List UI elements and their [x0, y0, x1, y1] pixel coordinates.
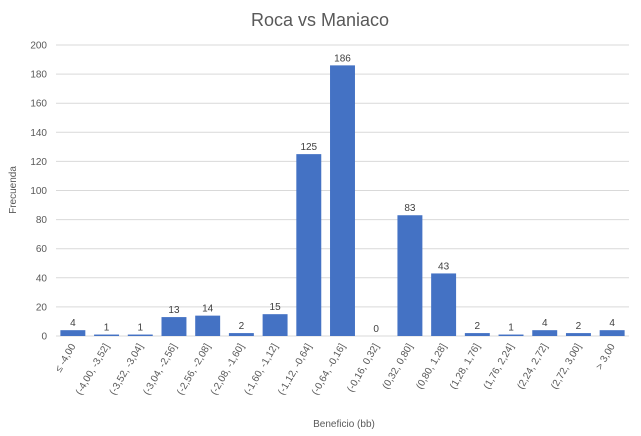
bar-data-label: 43 [438, 261, 450, 272]
bar-data-label: 2 [239, 321, 245, 332]
bar [296, 154, 322, 336]
y-tick-label: 160 [30, 99, 47, 110]
bar [127, 334, 153, 336]
y-tick-label: 20 [36, 302, 48, 313]
bar [532, 330, 558, 336]
y-tick-label: 200 [30, 41, 47, 52]
y-tick-label: 0 [41, 332, 47, 343]
x-category-label: ≤ -4,00 [53, 342, 78, 375]
y-tick-label: 40 [36, 273, 48, 284]
y-axis-title: Frecuenda [8, 166, 19, 214]
bar [565, 333, 591, 336]
bar-data-label: 83 [404, 203, 416, 214]
y-tick-label: 180 [30, 70, 47, 81]
bar-data-label: 14 [202, 304, 214, 315]
x-category-label: (-2,56, -2,08] [175, 342, 213, 397]
bar-data-label: 0 [373, 324, 379, 335]
y-tick-label: 80 [36, 215, 48, 226]
x-category-label: (0,32, 0,80] [381, 342, 416, 392]
bar [498, 334, 524, 336]
y-tick-label: 120 [30, 157, 47, 168]
bar-data-label: 2 [475, 321, 481, 332]
y-tick-label: 140 [30, 128, 47, 139]
x-category-label: (2,24, 2,72] [516, 342, 551, 392]
bar [262, 314, 288, 336]
x-axis-title: Beneficio (bb) [313, 419, 375, 430]
x-category-label: (2,72, 3,00] [549, 342, 584, 392]
x-category-label: (-3,52, -3,04] [108, 342, 146, 397]
bar [195, 315, 221, 336]
bar [464, 333, 490, 336]
bar [161, 317, 187, 336]
y-tick-label: 60 [36, 244, 48, 255]
bar-data-label: 1 [137, 323, 143, 334]
bar-data-label: 4 [609, 318, 615, 329]
bar-data-label: 1 [508, 323, 514, 334]
x-category-label: (-3,04, -2,56] [141, 342, 179, 397]
bar [599, 330, 625, 336]
bar [94, 334, 120, 336]
x-category-label: (-0,16, 0,32] [345, 342, 382, 394]
x-category-label: (-0,64, -0,16] [310, 342, 348, 397]
bars [60, 65, 625, 337]
x-category-label: (-1,60, -1,12] [243, 342, 281, 397]
bar-data-label: 4 [542, 318, 548, 329]
y-tick-label: 100 [30, 186, 47, 197]
bar [431, 273, 457, 336]
x-category-label: (-4,00, -3,52] [74, 342, 112, 397]
x-category-label: (1,28, 1,76] [448, 342, 483, 392]
x-axis-category-labels: ≤ -4,00(-4,00, -3,52](-3,52, -3,04](-3,0… [53, 342, 618, 397]
bar-data-label: 15 [270, 302, 282, 313]
bar-data-label: 4 [70, 318, 76, 329]
bar [60, 330, 86, 336]
chart-title: Roca vs Maniaco [251, 10, 389, 30]
bar-data-label: 186 [334, 53, 351, 64]
x-category-label: (1,76, 2,24] [482, 342, 517, 392]
bar-data-label: 1 [104, 323, 110, 334]
bar [330, 65, 355, 337]
x-category-label: (-1,12, -0,64] [276, 342, 314, 397]
bar [397, 215, 423, 336]
y-axis-ticks: 0 20 40 60 80 100 120 140 160 180 200 [30, 41, 47, 343]
x-category-label: > 3,00 [594, 342, 618, 372]
bar-data-label: 125 [300, 142, 317, 153]
bar-data-label: 2 [576, 321, 582, 332]
x-category-label: (-2,08, -1,60] [209, 342, 247, 397]
bar-data-label: 13 [168, 305, 180, 316]
bar [228, 333, 254, 336]
x-category-label: (0,80, 1,28] [414, 342, 449, 392]
